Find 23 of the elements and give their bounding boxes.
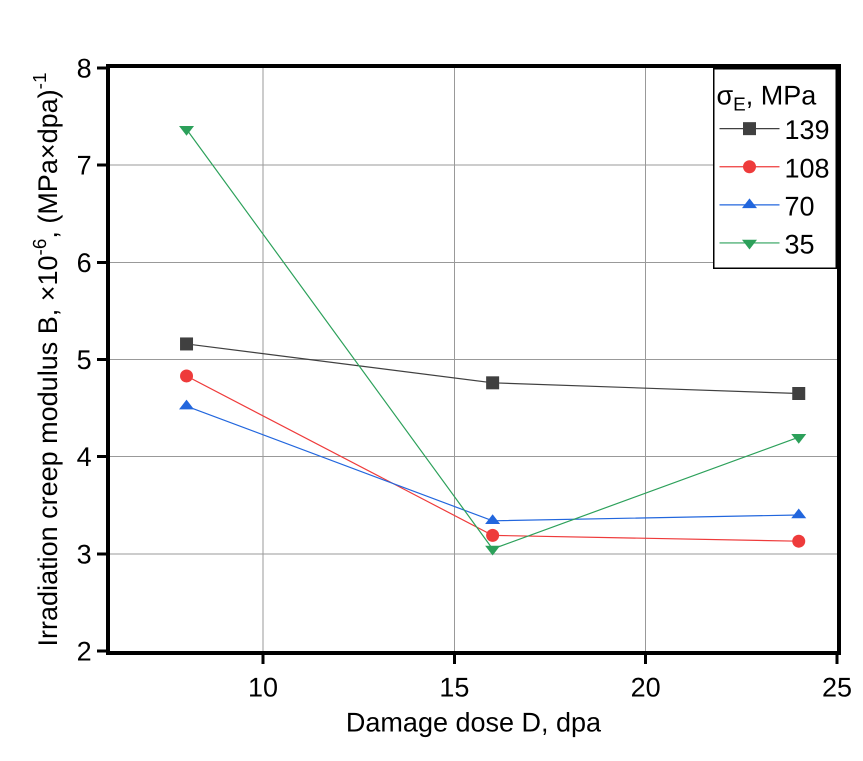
legend-label: 70 (784, 191, 815, 222)
y-tick-label: 4 (76, 442, 92, 472)
x-tick-label: 20 (630, 672, 661, 702)
y-tick-label: 3 (76, 539, 92, 570)
x-tick-label: 10 (248, 672, 278, 702)
y-tick-label: 6 (76, 248, 92, 278)
y-tick-label: 5 (76, 344, 92, 375)
point (486, 376, 500, 390)
legend-label: 139 (784, 115, 830, 146)
legend-title: σ$_{E}$, MPa (716, 80, 818, 116)
point (180, 337, 194, 350)
y-tick-label: 2 (76, 636, 92, 666)
y-tick-label: 8 (76, 53, 92, 84)
point (180, 370, 194, 383)
point (486, 528, 500, 542)
x-axis-title: Damage dose D, dpa (346, 707, 602, 738)
x-tick-label: 15 (439, 672, 470, 702)
y-tick-label: 7 (76, 150, 92, 181)
legend-label: 35 (784, 229, 815, 260)
legend-label: 108 (784, 153, 830, 184)
point (792, 534, 806, 548)
x-tick-label: 25 (822, 672, 852, 702)
point (792, 387, 806, 400)
